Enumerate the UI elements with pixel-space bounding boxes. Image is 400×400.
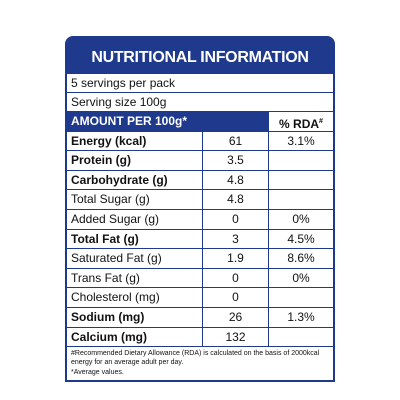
nutrient-row: Trans Fat (g) 0 0% bbox=[67, 268, 333, 289]
nutrient-label: Sodium (mg) bbox=[67, 307, 203, 327]
nutrient-rda: 4.5% bbox=[287, 231, 315, 246]
nutrient-label: Calcium (mg) bbox=[67, 327, 203, 347]
header-row: AMOUNT PER 100g* % RDA# bbox=[67, 112, 333, 132]
nutrient-rda: 0% bbox=[292, 270, 310, 285]
nutrient-row: Carbohydrate (g) 4.8 bbox=[67, 170, 333, 191]
serving-size: Serving size 100g bbox=[67, 93, 333, 112]
nutrient-rda: 0% bbox=[292, 211, 310, 226]
nutrient-label: Total Sugar (g) bbox=[67, 190, 203, 209]
title: NUTRITIONAL INFORMATION bbox=[67, 38, 333, 74]
nutrient-row: Sodium (mg) 26 1.3% bbox=[67, 307, 333, 328]
nutrient-row: Added Sugar (g) 0 0% bbox=[67, 209, 333, 230]
nutrient-amount: 0 bbox=[203, 268, 269, 288]
nutrient-rda bbox=[269, 171, 333, 190]
nutrient-row: Cholesterol (mg) 0 bbox=[67, 288, 333, 308]
nutrient-label: Trans Fat (g) bbox=[67, 268, 203, 288]
servings: 5 servings per pack bbox=[67, 74, 333, 93]
rda-header-text: % RDA bbox=[279, 117, 320, 131]
nutrient-rda: 3.1% bbox=[287, 133, 315, 148]
nutrient-rda bbox=[269, 151, 333, 170]
footnotes: #Recommended Dietary Allowance (RDA) is … bbox=[67, 347, 333, 380]
footnote: *Average values. bbox=[71, 369, 124, 377]
amount-header: AMOUNT PER 100g* bbox=[67, 112, 269, 131]
nutrient-amount: 3.5 bbox=[203, 151, 269, 170]
nutrient-row: Total Fat (g) 3 4.5% bbox=[67, 229, 333, 250]
nutrient-rda bbox=[269, 190, 333, 209]
nutrient-rda: 1.3% bbox=[287, 309, 315, 324]
rda-header: % RDA# bbox=[269, 112, 333, 131]
nutrient-amount: 3 bbox=[203, 229, 269, 249]
footnote: #Recommended Dietary Allowance (RDA) is … bbox=[71, 350, 320, 367]
rda-mark: # bbox=[319, 118, 323, 125]
nutrient-amount: 0 bbox=[203, 209, 269, 229]
nutrient-label: Added Sugar (g) bbox=[67, 209, 203, 229]
nutrient-rda bbox=[269, 288, 333, 307]
nutrient-amount: 4.8 bbox=[203, 170, 269, 190]
nutrient-row: Energy (kcal) 61 3.1% bbox=[67, 131, 333, 152]
nutrient-label: Saturated Fat (g) bbox=[67, 249, 203, 268]
nutrient-row: Total Sugar (g) 4.8 bbox=[67, 190, 333, 210]
nutrition-label: NUTRITIONAL INFORMATION 5 servings per p… bbox=[65, 36, 335, 383]
nutrient-rda bbox=[269, 328, 333, 347]
nutrient-row: Calcium (mg) 132 bbox=[67, 327, 333, 348]
nutrient-label: Carbohydrate (g) bbox=[67, 170, 203, 190]
nutrient-amount: 1.9 bbox=[203, 249, 269, 268]
nutrient-label: Cholesterol (mg) bbox=[67, 288, 203, 307]
nutrient-label: Protein (g) bbox=[67, 151, 203, 170]
nutrient-amount: 132 bbox=[203, 327, 269, 347]
rows: Energy (kcal) 61 3.1% Protein (g) 3.5 Carbohy… bbox=[67, 131, 333, 348]
nutrient-amount: 26 bbox=[203, 307, 269, 327]
nutrient-amount: 0 bbox=[203, 288, 269, 307]
nutrient-amount: 4.8 bbox=[203, 190, 269, 209]
nutrient-rda: 8.6% bbox=[287, 251, 315, 266]
nutrient-label: Total Fat (g) bbox=[67, 229, 203, 249]
nutrient-label: Energy (kcal) bbox=[67, 131, 203, 151]
nutrient-row: Protein (g) 3.5 bbox=[67, 151, 333, 171]
nutrient-row: Saturated Fat (g) 1.9 8.6% bbox=[67, 249, 333, 269]
nutrient-amount: 61 bbox=[203, 131, 269, 151]
